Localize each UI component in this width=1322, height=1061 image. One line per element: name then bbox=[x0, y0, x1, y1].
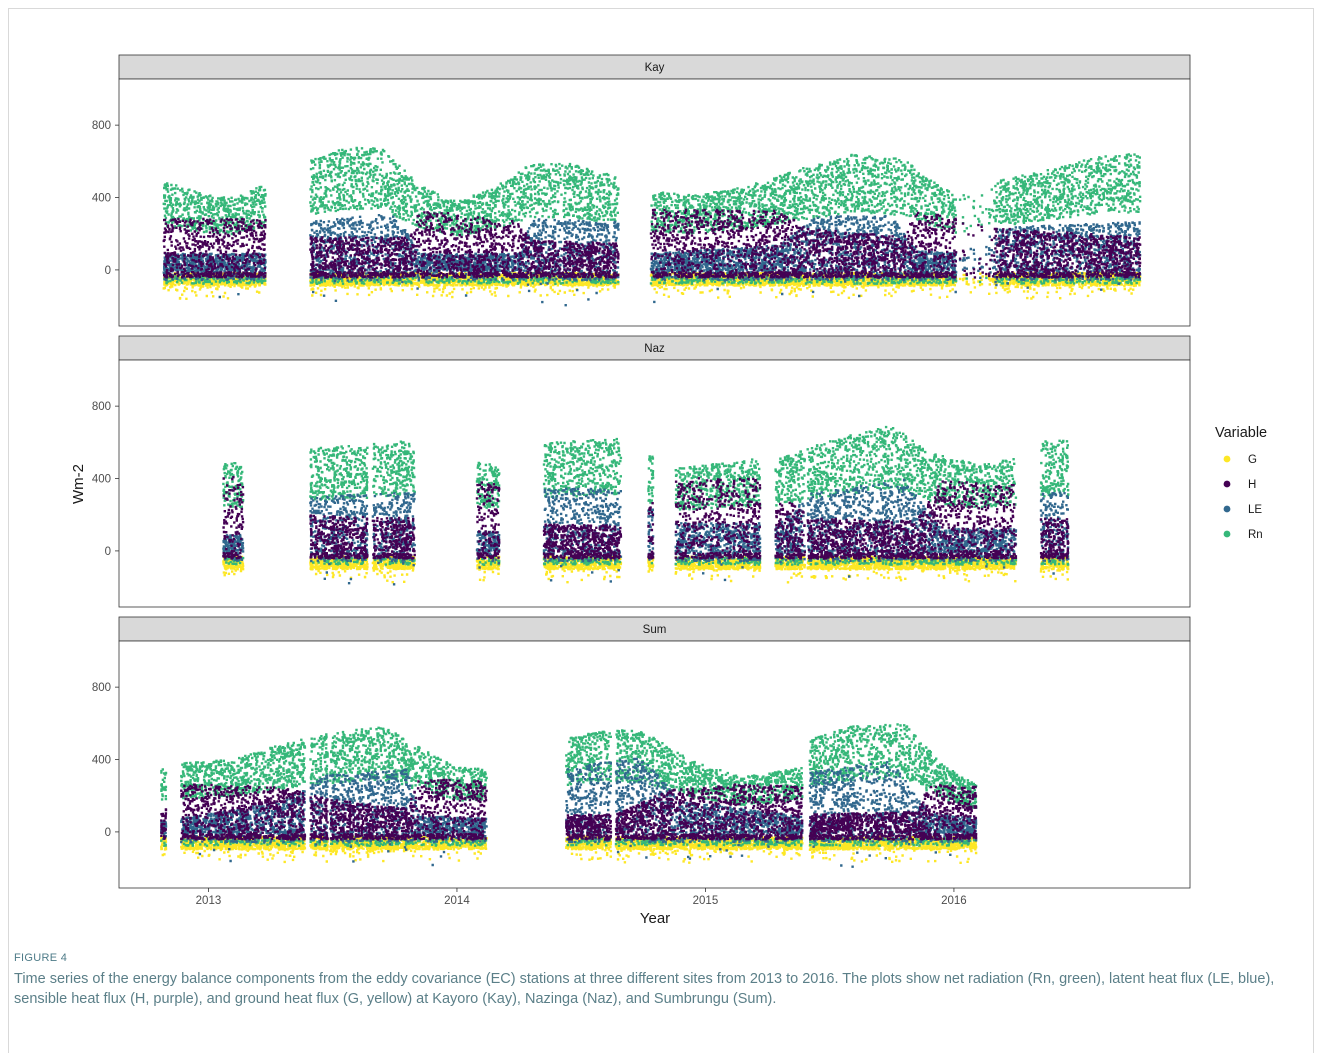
points-kay bbox=[162, 146, 1142, 307]
legend-key-le bbox=[1223, 505, 1231, 513]
y-tick-label: 0 bbox=[105, 546, 111, 558]
legend-label: G bbox=[1248, 454, 1257, 466]
facet-strip-naz bbox=[118, 335, 1191, 361]
y-tick-label: 400 bbox=[92, 193, 111, 205]
faceted-scatter-chart: Kay Naz Sum 0 400 800 0 400 800 0 400 800 2013 2014 2… bbox=[70, 54, 1267, 927]
y-tick-label: 0 bbox=[105, 265, 111, 277]
series-rn-points bbox=[160, 723, 978, 847]
legend-key-rn bbox=[1223, 530, 1231, 538]
panel-background bbox=[119, 360, 1190, 607]
facet-strip-sum bbox=[118, 616, 1191, 642]
series-h-points bbox=[160, 778, 978, 841]
series-le-points bbox=[160, 757, 978, 868]
facet-strip-label: Kay bbox=[645, 62, 665, 74]
y-tick-label: 800 bbox=[92, 120, 111, 132]
x-tick-label: 2013 bbox=[196, 895, 222, 907]
y-tick-label: 800 bbox=[92, 682, 111, 694]
figure-frame bbox=[8, 8, 1314, 1053]
legend-label: LE bbox=[1248, 504, 1262, 516]
figure-label: FIGURE 4 bbox=[14, 952, 68, 964]
points-layer bbox=[160, 146, 1142, 868]
x-axis-label: Year bbox=[640, 910, 670, 927]
axes-layer: 0 400 800 0 400 800 0 400 800 2013 2014 2015 2016 bbox=[92, 120, 967, 907]
panel-border bbox=[118, 640, 1191, 889]
series-h-points bbox=[222, 476, 1070, 560]
y-tick-label: 400 bbox=[92, 474, 111, 486]
legend-label: Rn bbox=[1248, 529, 1263, 541]
legend: Variable G H LE Rn bbox=[1215, 425, 1267, 541]
legend-label: H bbox=[1248, 479, 1256, 491]
frames-layer bbox=[118, 78, 1191, 889]
panel-border bbox=[118, 78, 1191, 327]
facet-strip-label: Sum bbox=[643, 624, 667, 636]
series-g-points bbox=[222, 555, 1070, 584]
x-tick-label: 2015 bbox=[693, 895, 719, 907]
series-le-points bbox=[162, 214, 1142, 307]
legend-key-g bbox=[1223, 455, 1231, 463]
x-tick-label: 2014 bbox=[444, 895, 470, 907]
y-tick-label: 400 bbox=[92, 755, 111, 767]
figure-caption: Time series of the energy balance compon… bbox=[14, 971, 1275, 1007]
points-naz bbox=[222, 425, 1070, 586]
y-tick-label: 800 bbox=[92, 401, 111, 413]
series-rn-points bbox=[162, 146, 1142, 285]
x-tick-label: 2016 bbox=[941, 895, 967, 907]
panel-border bbox=[118, 359, 1191, 608]
y-axis-label: Wm-2 bbox=[70, 464, 87, 504]
facet-strip-label: Naz bbox=[644, 343, 665, 355]
points-sum bbox=[160, 723, 978, 868]
y-tick-label: 0 bbox=[105, 827, 111, 839]
legend-title: Variable bbox=[1215, 425, 1267, 441]
legend-key-h bbox=[1223, 480, 1231, 488]
series-h-points bbox=[162, 208, 1142, 279]
